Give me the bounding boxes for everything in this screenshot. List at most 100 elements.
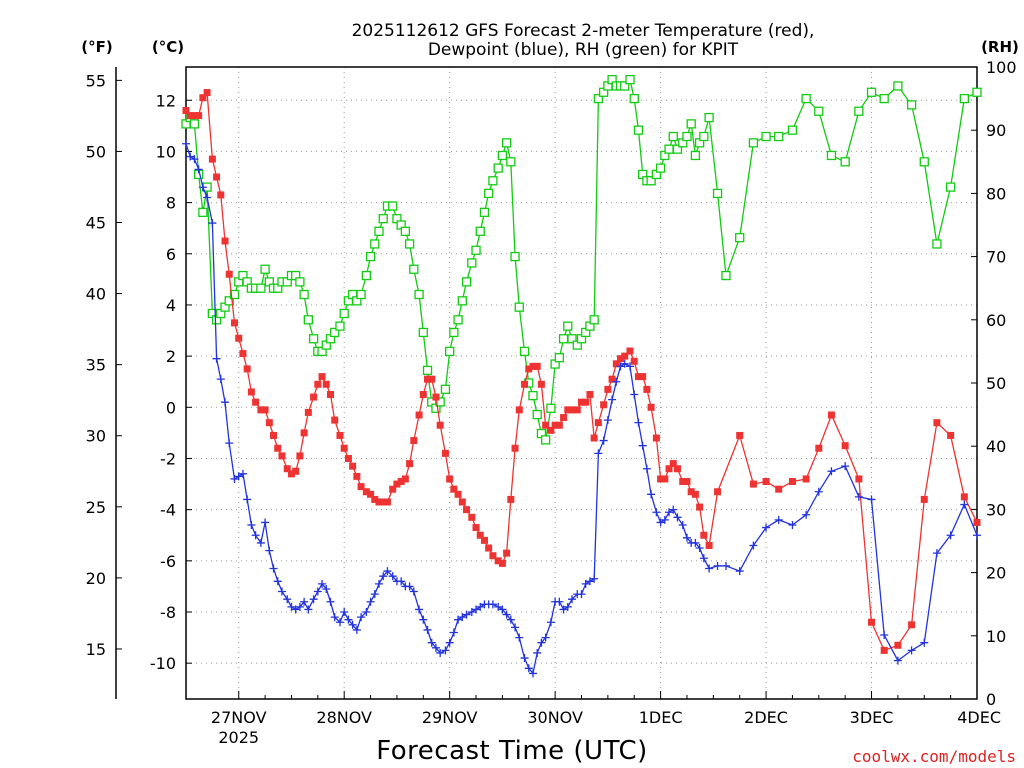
- temperature-point: [590, 434, 598, 442]
- axis-ticks: -10-8-6-4-202468101215202530354045505501…: [86, 58, 1017, 747]
- dewpoint-point: [397, 577, 406, 586]
- dewpoint-point: [788, 521, 797, 530]
- temperature-point: [257, 406, 265, 414]
- fahrenheit-tick-label: 20: [86, 569, 106, 588]
- temperature-point: [441, 449, 449, 457]
- dewpoint-point: [190, 155, 199, 164]
- temperature-point: [296, 452, 304, 460]
- dewpoint-point: [893, 656, 902, 665]
- temperature-point: [973, 518, 981, 526]
- temperature-point: [383, 498, 391, 506]
- x-axis-title: Forecast Time (UTC): [376, 736, 648, 766]
- temperature-point: [700, 531, 708, 539]
- temperature-point: [608, 375, 616, 383]
- rh-point: [224, 296, 234, 306]
- rh-unit-label: (RH): [981, 38, 1019, 56]
- dewpoint-point: [907, 646, 916, 655]
- rh-point: [699, 131, 709, 142]
- temperature-point: [436, 421, 444, 429]
- dewpoint-point: [476, 602, 485, 611]
- x-tick-label: 2DEC: [744, 708, 788, 727]
- dewpoint-point: [431, 643, 440, 652]
- temperature-point: [199, 94, 207, 102]
- temperature-point: [367, 490, 375, 498]
- rh-tick-label: 60: [986, 311, 1006, 330]
- temperature-point: [357, 483, 365, 491]
- grid-lines: [186, 67, 977, 699]
- rh-point: [299, 289, 309, 300]
- temperature-point: [349, 462, 357, 470]
- rh-point: [374, 226, 384, 236]
- fahrenheit-tick-label: 35: [86, 356, 106, 375]
- dewpoint-point: [352, 625, 361, 634]
- dewpoint-point: [581, 579, 590, 588]
- dewpoint-point: [454, 615, 463, 624]
- dewpoint-point: [665, 508, 674, 517]
- temperature-point: [573, 406, 581, 414]
- temperature-point: [547, 426, 555, 434]
- dewpoint-point: [946, 531, 955, 540]
- rh-point: [748, 138, 759, 148]
- dewpoint-point: [699, 554, 708, 563]
- rh-point: [335, 321, 345, 331]
- dewpoint-point: [520, 654, 529, 663]
- celsius-tick-label: -6: [160, 552, 176, 571]
- celsius-tick-label: 0: [166, 398, 176, 417]
- credit-link[interactable]: coolwx.com/models: [852, 747, 1016, 766]
- dewpoint-point: [295, 602, 304, 611]
- rh-point: [370, 239, 380, 249]
- rh-point: [558, 334, 569, 344]
- rh-point: [484, 188, 494, 199]
- temperature-point: [454, 490, 462, 498]
- dewpoint-point: [608, 395, 617, 404]
- rh-point: [528, 390, 538, 401]
- rh-tick-label: 100: [986, 58, 1017, 77]
- temperature-point: [696, 503, 704, 511]
- rh-point: [704, 112, 714, 123]
- temperature-series: [182, 89, 981, 654]
- fahrenheit-tick-label: 50: [86, 142, 106, 161]
- dewpoint-point: [638, 441, 647, 450]
- temperature-point: [933, 419, 941, 427]
- temperature-point: [647, 403, 655, 411]
- rh-point: [229, 289, 240, 300]
- x-tick-label: 27NOV: [211, 708, 267, 727]
- x-tick-label: 29NOV: [422, 708, 478, 727]
- temperature-point: [217, 191, 225, 199]
- rh-point: [664, 144, 674, 154]
- temperature-point: [397, 478, 405, 486]
- rh-point: [422, 365, 433, 376]
- rh-point: [497, 150, 508, 161]
- temperature-point: [203, 89, 211, 97]
- dewpoint-point: [735, 567, 744, 576]
- temperature-point: [687, 488, 695, 496]
- rh-point: [493, 163, 503, 173]
- rh-point: [479, 207, 490, 218]
- temperature-line: [185, 90, 978, 652]
- dewpoint-point: [467, 608, 476, 617]
- dewpoint-point: [594, 449, 603, 458]
- temperature-point: [310, 393, 318, 401]
- rh-tick-label: 80: [986, 184, 1006, 203]
- rh-point: [189, 119, 200, 129]
- temperature-point: [775, 485, 783, 493]
- rh-point: [330, 327, 340, 338]
- dewpoint-point: [511, 623, 520, 632]
- temperature-point: [318, 373, 326, 381]
- temperature-point: [446, 475, 454, 483]
- dewpoint-point: [488, 600, 497, 609]
- dewpoint-point: [669, 505, 678, 514]
- rh-point: [260, 264, 270, 274]
- rh-point: [668, 131, 678, 142]
- dewpoint-point: [721, 561, 730, 570]
- dewpoint-point: [405, 582, 414, 591]
- dewpoint-point: [247, 521, 256, 530]
- temperature-point: [300, 429, 308, 437]
- temperature-point: [239, 350, 247, 358]
- dewpoint-point: [388, 572, 397, 581]
- temperature-point: [274, 444, 282, 452]
- rh-point: [540, 435, 551, 445]
- chart-title-line2: Dewpoint (blue), RH (green) for KPIT: [428, 40, 739, 60]
- fahrenheit-tick-label: 55: [86, 71, 106, 90]
- dewpoint-point: [546, 618, 555, 627]
